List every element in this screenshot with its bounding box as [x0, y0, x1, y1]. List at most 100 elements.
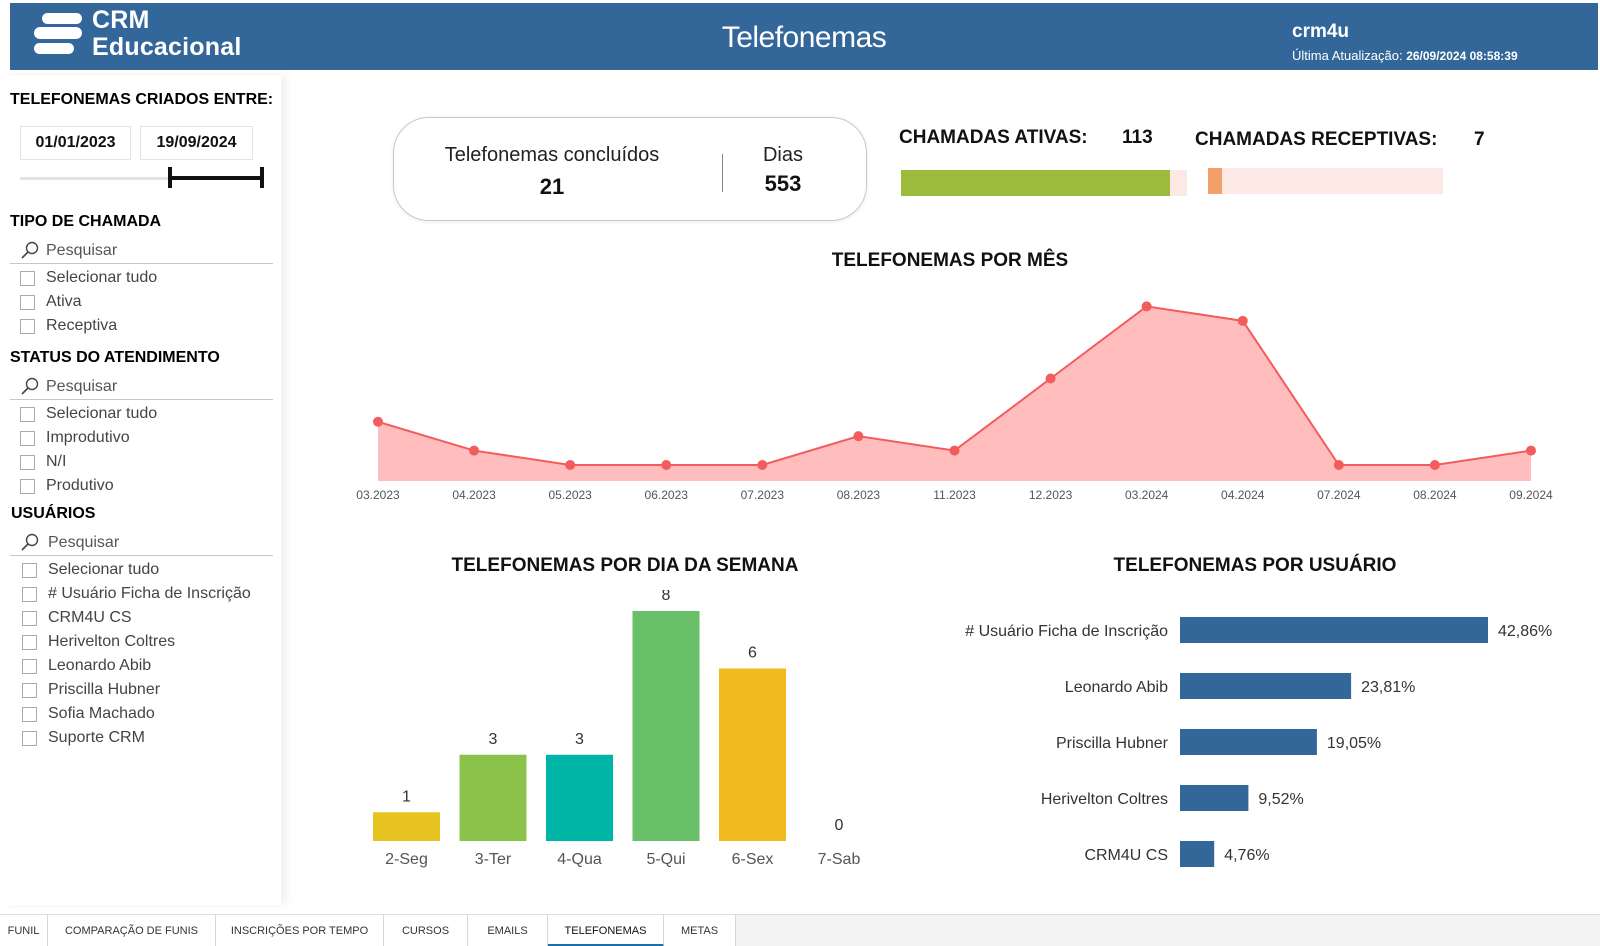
- user-category-label: Leonardo Abib: [1065, 679, 1168, 696]
- checkbox[interactable]: [20, 407, 35, 422]
- usuarios-title: USUÁRIOS: [11, 505, 96, 522]
- checkbox[interactable]: [20, 271, 35, 286]
- search-placeholder: Pesquisar: [48, 534, 120, 551]
- checkbox[interactable]: [22, 707, 37, 722]
- logo-text: CRM Educacional: [92, 7, 241, 61]
- user-bar: [1180, 841, 1215, 867]
- weekday-bar: [373, 812, 440, 841]
- tab-comparacao-funis[interactable]: COMPARAÇÃO DE FUNIS: [48, 915, 216, 946]
- tab-funil[interactable]: FUNIL: [0, 915, 48, 946]
- tab-cursos[interactable]: CURSOS: [384, 915, 468, 946]
- month-tick-label: 07.2023: [741, 488, 785, 502]
- date-slider-end-handle[interactable]: [260, 167, 264, 188]
- weekday-bar: [459, 754, 527, 841]
- checkbox[interactable]: [20, 295, 35, 310]
- month-tick-label: 05.2023: [548, 488, 592, 502]
- checkbox[interactable]: [22, 683, 37, 698]
- month-point: [1237, 315, 1248, 326]
- month-tick-label: 12.2023: [1029, 488, 1073, 502]
- search-placeholder: Pesquisar: [46, 378, 118, 395]
- checkbox[interactable]: [20, 479, 35, 494]
- tab-inscricoes-por-tempo[interactable]: INSCRIÇÕES POR TEMPO: [216, 915, 384, 946]
- dias-label: Dias: [762, 144, 803, 166]
- option-label: Ativa: [46, 293, 82, 310]
- receptivas-bar-fill: [1208, 168, 1223, 194]
- checkbox[interactable]: [22, 563, 37, 578]
- user-category-label: Priscilla Hubner: [1056, 735, 1169, 752]
- user-value-label: 23,81%: [1361, 679, 1415, 696]
- weekday-bar: [632, 611, 700, 841]
- option-label: Herivelton Coltres: [48, 633, 176, 650]
- summary-card: Telefonemas concluídos 21 Dias 553: [393, 117, 867, 221]
- weekday-value-label: 3: [575, 731, 584, 748]
- month-point: [1333, 460, 1344, 470]
- option-label: N/I: [46, 453, 67, 470]
- month-point: [949, 445, 960, 456]
- month-tick-label: 03.2024: [1125, 488, 1169, 502]
- tab-telefonemas[interactable]: TELEFONEMAS: [548, 915, 664, 946]
- checkbox[interactable]: [20, 431, 35, 446]
- tipo-search-input[interactable]: Pesquisar: [10, 238, 273, 264]
- user-bar-chart: # Usuário Ficha de Inscrição 42,86% Leonar…: [965, 617, 1552, 867]
- crm-logo-icon: [34, 13, 82, 54]
- logo-line-1: CRM: [92, 6, 150, 34]
- month-tick-label: 04.2024: [1221, 488, 1265, 502]
- option-label: Improdutivo: [46, 429, 130, 446]
- month-tick-label: 04.2023: [452, 488, 496, 502]
- date-start-input[interactable]: 01/01/2023: [20, 126, 131, 160]
- user-chart-title: TELEFONEMAS POR USUÁRIO: [1113, 555, 1397, 576]
- checkbox[interactable]: [22, 731, 37, 746]
- checkbox[interactable]: [22, 659, 37, 674]
- date-end-input[interactable]: 19/09/2024: [140, 126, 253, 160]
- user-value-label: 4,76%: [1224, 847, 1269, 864]
- month-point: [853, 431, 864, 442]
- weekday-category-label: 5-Qui: [646, 851, 685, 868]
- weekday-value-label: 6: [748, 645, 757, 662]
- month-point: [1141, 301, 1152, 312]
- weekday-chart-title: TELEFONEMAS POR DIA DA SEMANA: [451, 555, 799, 576]
- concluidos-value: 21: [539, 174, 565, 199]
- checkbox[interactable]: [20, 455, 35, 470]
- tab-emails[interactable]: EMAILS: [468, 915, 548, 946]
- option-label: Priscilla Hubner: [48, 681, 161, 698]
- option-label: CRM4U CS: [48, 609, 132, 626]
- user-value-label: 19,05%: [1327, 735, 1381, 752]
- last-update-label: Última Atualização:: [1292, 48, 1403, 63]
- weekday-category-label: 7-Sab: [818, 851, 861, 868]
- month-tick-label: 09.2024: [1509, 488, 1553, 502]
- month-tick-label: 11.2023: [933, 488, 976, 502]
- weekday-category-label: 6-Sex: [732, 851, 774, 868]
- month-point: [469, 445, 480, 456]
- checkbox[interactable]: [22, 587, 37, 602]
- concluidos-label: Telefonemas concluídos: [444, 144, 660, 166]
- search-placeholder: Pesquisar: [46, 242, 118, 259]
- date-slider-track[interactable]: [20, 177, 263, 180]
- option-label: Leonardo Abib: [48, 657, 152, 674]
- search-icon: [21, 241, 39, 259]
- weekday-bar-chart: 1 2-Seg 3 3-Ter 3 4-Qua 8 5-Qui 6 6-Sex 0 7-Sab: [373, 590, 861, 868]
- month-tick-label: 06.2023: [645, 488, 689, 502]
- user-category-label: # Usuário Ficha de Inscrição: [965, 623, 1168, 640]
- tab-metas[interactable]: METAS: [664, 915, 736, 946]
- month-tick-label: 07.2024: [1317, 488, 1361, 502]
- usuarios-search-input[interactable]: Pesquisar: [10, 530, 273, 556]
- checkbox[interactable]: [22, 611, 37, 626]
- card-divider: [722, 154, 723, 192]
- weekday-value-label: 1: [402, 788, 411, 805]
- ativas-bar-fill: [901, 170, 1170, 196]
- page-title: Telefonemas: [721, 21, 887, 54]
- month-point: [565, 460, 576, 470]
- date-filter-title: TELEFONEMAS CRIADOS ENTRE:: [10, 91, 274, 108]
- user-category-label: Herivelton Coltres: [1041, 791, 1168, 808]
- option-label: Sofia Machado: [48, 705, 155, 722]
- month-point: [373, 416, 383, 427]
- status-search-input[interactable]: Pesquisar: [10, 374, 273, 400]
- date-slider-start-handle[interactable]: [168, 167, 172, 188]
- checkbox[interactable]: [22, 635, 37, 650]
- option-label: Produtivo: [46, 477, 114, 494]
- checkbox[interactable]: [20, 319, 35, 334]
- user-bar: [1180, 617, 1488, 643]
- month-area-fill: [378, 306, 1531, 481]
- date-slider-range: [170, 176, 263, 180]
